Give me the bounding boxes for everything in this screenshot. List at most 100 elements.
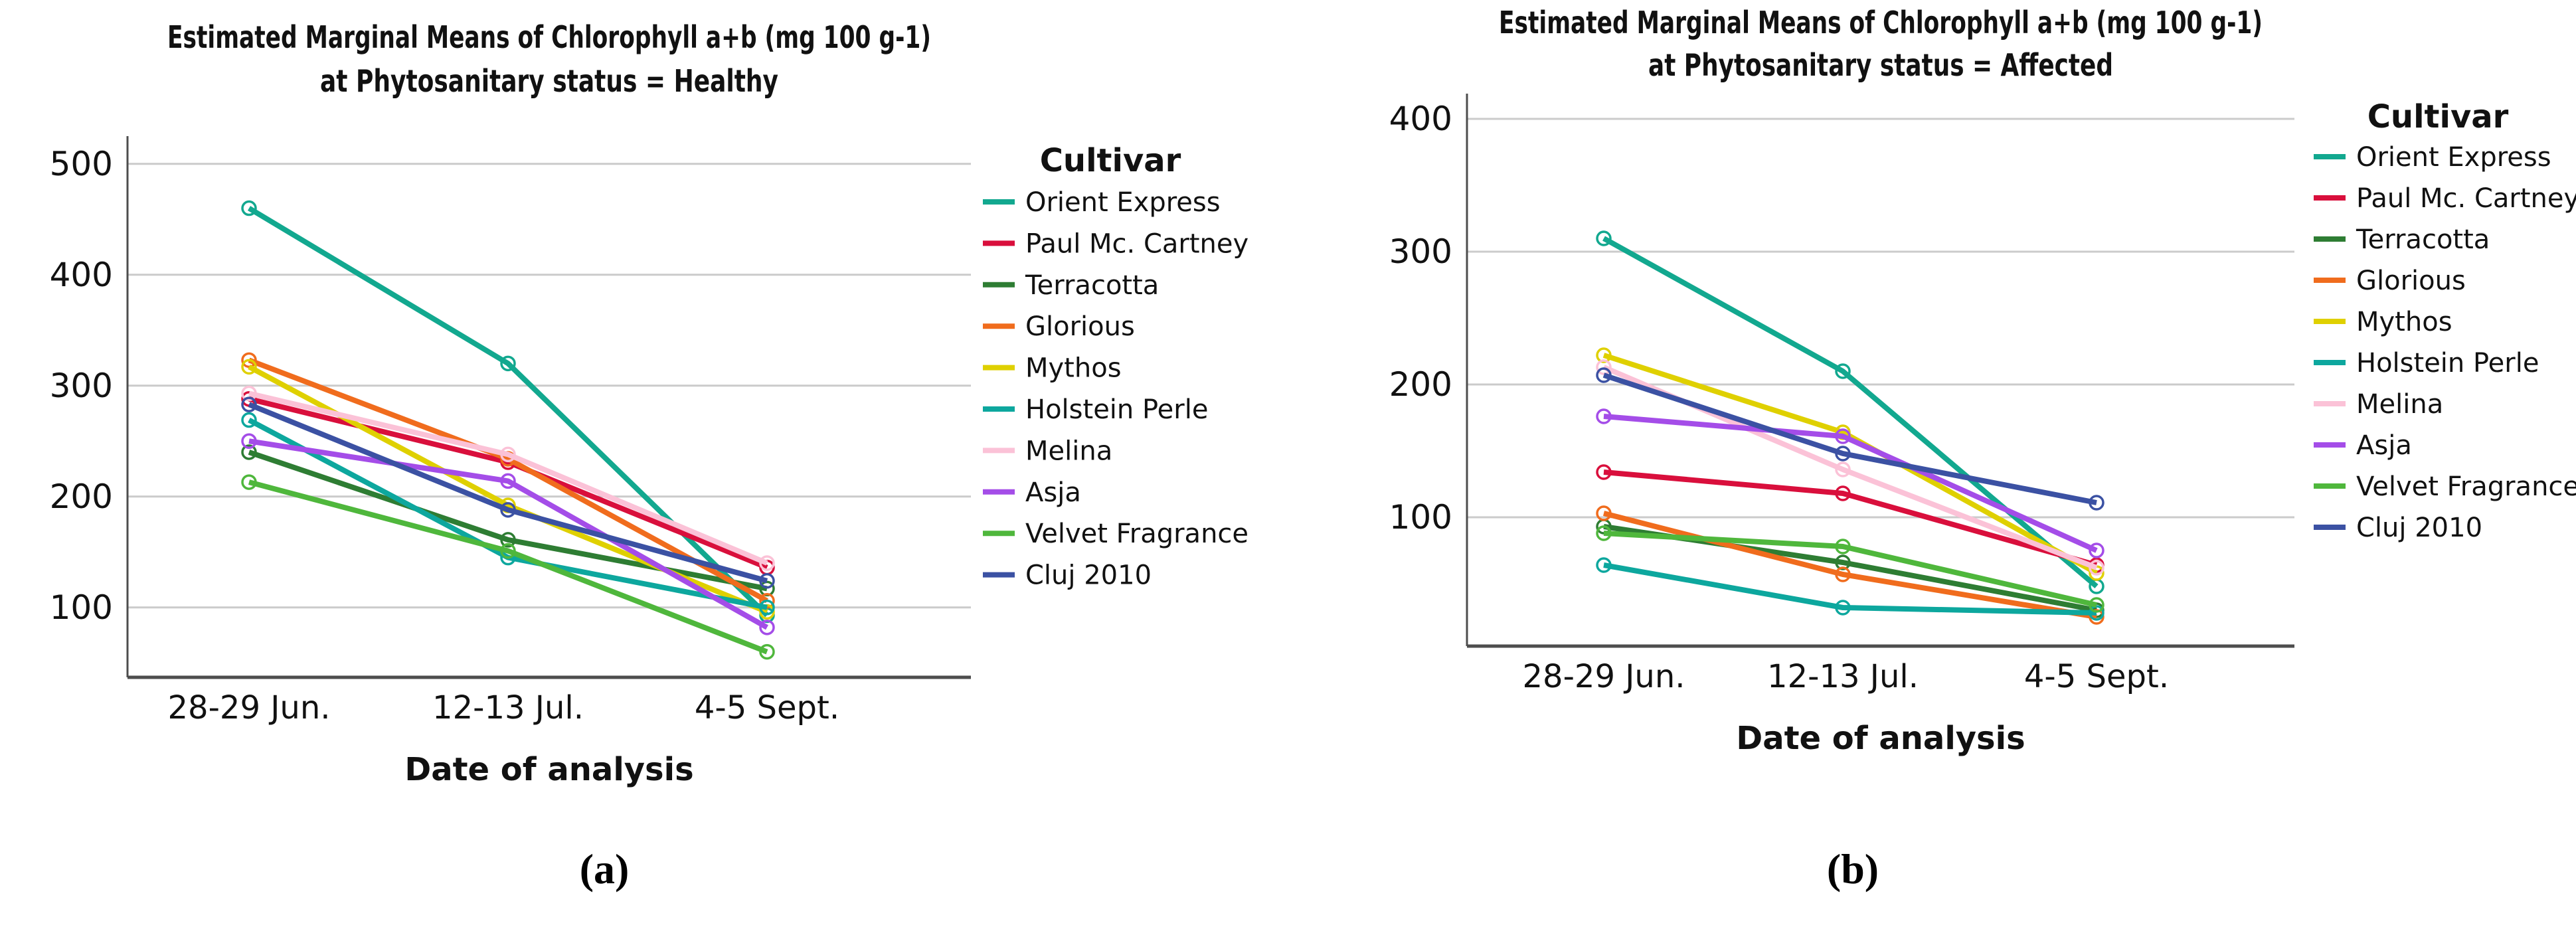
marker-icon — [500, 532, 516, 548]
marker-icon — [241, 444, 257, 460]
marker-icon — [1596, 347, 1612, 363]
y-tick-label-300: 300 — [50, 367, 113, 405]
caption-a: (a) — [579, 845, 630, 892]
marker-icon — [1835, 462, 1851, 477]
marker-icon — [2089, 597, 2104, 613]
chart-title: Estimated Marginal Means of Chlorophyll … — [167, 19, 931, 55]
x-tick-label: 4-5 Sept. — [2024, 658, 2169, 695]
y-tick-label-400: 400 — [50, 256, 113, 294]
y-tick-label-200: 200 — [1389, 365, 1452, 404]
legend-entry-label: Melina — [1025, 436, 1112, 466]
legend-entry-label: Paul Mc. Cartney — [2356, 183, 2576, 214]
marker-icon — [241, 396, 257, 412]
marker-icon — [759, 620, 775, 635]
legend-entry-label: Asja — [2356, 430, 2412, 461]
series-line-melina — [248, 390, 768, 566]
marker-icon — [2089, 543, 2104, 558]
x-axis-title: Date of analysis — [1736, 720, 2025, 757]
chart-subtitle: at Phytosanitary status = Healthy — [320, 63, 778, 99]
x-tick-label: 4-5 Sept. — [695, 689, 839, 726]
legend-entry-label: Glorious — [1025, 311, 1135, 342]
chart-panel-affected: 100 200 300 400 28-29 Jun. 12-13 Jul. 4-5 Sept… — [1288, 0, 2576, 925]
marker-icon — [2089, 605, 2104, 621]
marker-icon — [1835, 446, 1851, 462]
x-tick-label: 12-13 Jul. — [1767, 658, 1919, 695]
legend-entry-label: Velvet Fragrance — [1025, 519, 1248, 549]
marker-icon — [241, 352, 257, 369]
x-axis-title: Date of analysis — [404, 751, 693, 788]
legend-entry-label: Terracotta — [2356, 224, 2490, 255]
marker-icon — [2089, 495, 2104, 511]
marker-icon — [1596, 408, 1612, 424]
legend-entry-label: Holstein Perle — [2356, 348, 2539, 378]
marker-icon — [1596, 464, 1612, 480]
legend-entry-label: Mythos — [1025, 353, 1122, 384]
marker-icon — [1596, 525, 1612, 541]
marker-icon — [500, 543, 516, 559]
marker-icon — [1835, 600, 1851, 616]
x-tick-label: 12-13 Jul. — [432, 689, 584, 726]
marker-icon — [759, 643, 775, 660]
series-line-asja — [248, 438, 768, 630]
caption-b: (b) — [1826, 845, 1879, 892]
marker-icon — [1596, 505, 1612, 521]
y-tick-label-400: 400 — [1389, 100, 1452, 138]
series-line-velvet-fragrance — [248, 479, 768, 655]
marker-icon — [759, 572, 775, 589]
legend-entry-label: Orient Express — [2356, 142, 2551, 173]
x-tick-label: 28-29 Jun. — [1523, 658, 1685, 695]
marker-icon — [1596, 367, 1612, 383]
legend-entry-label: Asja — [1025, 477, 1081, 508]
y-tick-label-500: 500 — [50, 145, 113, 183]
legend-entry-label: Velvet Fragrance — [2356, 471, 2576, 502]
marker-icon — [2089, 560, 2104, 576]
marker-icon — [1596, 359, 1612, 375]
chart-svg-a: 100 200 300 400 500 28-29 Jun. 12-13 Jul. 4-5 S… — [50, 19, 1249, 788]
legend-entry-label: Melina — [2356, 389, 2443, 420]
marker-icon — [500, 502, 516, 518]
legend-entry-label: Orient Express — [1025, 187, 1221, 218]
marker-icon — [1835, 428, 1851, 444]
marker-icon — [241, 412, 257, 428]
marker-icon — [241, 433, 257, 450]
series-line-holstein-perle — [1603, 562, 2097, 616]
marker-icon — [241, 359, 257, 375]
series-line-mythos — [1602, 353, 2098, 576]
marker-icon — [241, 200, 257, 216]
marker-icon — [1835, 539, 1851, 554]
series-line-cluj-2010 — [248, 402, 768, 584]
marker-icon — [500, 473, 516, 489]
chart-title: Estimated Marginal Means of Chlorophyll … — [1499, 5, 2263, 41]
marker-icon — [759, 555, 775, 571]
marker-icon — [241, 474, 257, 490]
marker-icon — [500, 355, 516, 372]
series-line-glorious — [248, 357, 768, 604]
marker-icon — [1835, 363, 1851, 379]
chart-svg-b: 100 200 300 400 28-29 Jun. 12-13 Jul. 4-5 Sept… — [1389, 5, 2576, 757]
marker-icon — [1835, 554, 1851, 570]
marker-icon — [241, 385, 257, 402]
legend-entry-label: Cluj 2010 — [1025, 560, 1152, 591]
legend-title: Cultivar — [1040, 142, 1181, 179]
legend-entry-label: Paul Mc. Cartney — [1025, 228, 1248, 259]
marker-icon — [1835, 566, 1851, 582]
legend-entry-label: Cluj 2010 — [2356, 513, 2482, 543]
legend-entry-label: Holstein Perle — [1025, 394, 1208, 425]
legend-entry-label: Glorious — [2356, 266, 2466, 296]
marker-icon — [1596, 230, 1612, 246]
legend-entry-label: Terracotta — [1025, 270, 1159, 301]
marker-icon — [1835, 485, 1851, 501]
chart-subtitle: at Phytosanitary status = Affected — [1648, 47, 2113, 83]
y-tick-label-100: 100 — [1389, 498, 1452, 537]
marker-icon — [1596, 557, 1612, 573]
legend-title: Cultivar — [2367, 98, 2509, 135]
marker-icon — [500, 446, 516, 463]
y-tick-label-100: 100 — [50, 588, 113, 627]
legend-entry-label: Mythos — [2356, 307, 2452, 337]
series-line-glorious — [1603, 511, 2097, 620]
series-line-velvet-fragrance — [1603, 531, 2097, 608]
series-line-asja — [1603, 414, 2098, 553]
chart-panel-healthy: 100 200 300 400 500 28-29 Jun. 12-13 Jul. 4-5 S… — [50, 19, 1249, 788]
series-line-terracotta — [248, 450, 768, 592]
